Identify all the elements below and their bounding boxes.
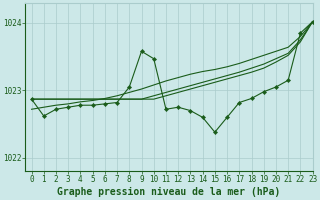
X-axis label: Graphe pression niveau de la mer (hPa): Graphe pression niveau de la mer (hPa) — [57, 187, 281, 197]
